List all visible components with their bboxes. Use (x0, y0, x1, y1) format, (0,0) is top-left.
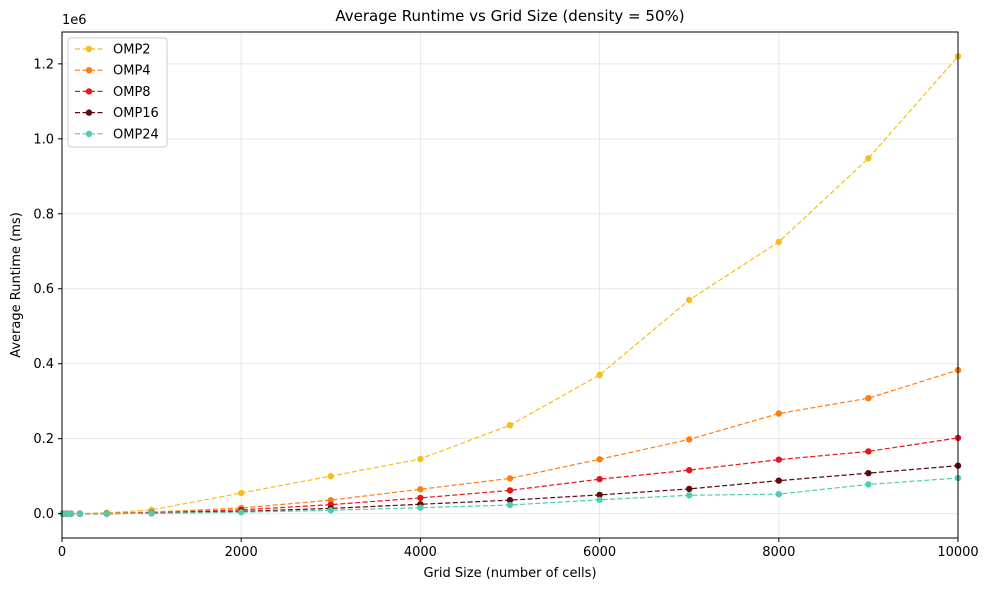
data-point-omp24 (103, 510, 111, 517)
plot-frame (61, 31, 959, 539)
data-point-omp16 (865, 469, 872, 477)
data-point-omp8 (596, 475, 603, 483)
data-point-omp4 (327, 496, 334, 504)
data-point-omp8 (775, 456, 782, 463)
data-point-omp2 (865, 155, 872, 162)
data-point-omp16 (596, 491, 603, 499)
data-point-omp24 (417, 504, 424, 511)
x-tick-label: 2000 (225, 545, 258, 560)
data-point-omp16 (775, 477, 782, 484)
y-tick-label: 0.2 (33, 432, 54, 447)
legend-marker-omp24 (85, 130, 93, 137)
legend: OMP2 OMP4 OMP8 OMP16 OMP24 (67, 37, 168, 148)
data-point-omp8 (865, 448, 872, 455)
data-point-omp24 (148, 510, 155, 517)
data-point-omp2 (327, 472, 334, 480)
y-offset-label: 1e6 (62, 13, 87, 28)
data-point-omp8 (417, 494, 424, 502)
legend-marker-omp4 (85, 67, 93, 74)
data-point-omp2 (417, 455, 424, 463)
legend-label-omp2: OMP2 (113, 43, 151, 58)
data-point-omp24 (238, 508, 245, 516)
data-point-omp24 (67, 510, 75, 517)
data-point-omp2 (775, 238, 782, 246)
x-tick-label: 0 (58, 545, 66, 560)
data-point-omp24 (596, 496, 603, 503)
y-tick-label: 0.6 (33, 282, 54, 297)
data-point-omp2 (596, 371, 603, 379)
data-point-omp4 (596, 456, 603, 463)
legend-frame (67, 37, 168, 148)
y-tick-label: 1.0 (33, 132, 54, 147)
y-tick-label: 1.2 (33, 57, 54, 72)
x-tick-label: 8000 (762, 545, 795, 560)
legend-marker-omp2 (85, 45, 93, 53)
data-point-omp8 (506, 487, 514, 494)
x-tick-label: 4000 (404, 545, 437, 560)
chart-title: Average Runtime vs Grid Size (density = … (335, 7, 684, 25)
y-axis-label: Average Runtime (ms) (9, 212, 24, 358)
axis-ticks: 0 2000 4000 6000 8000 10000 0.0 0.2 0.4 0.6 0.8 1.0… (33, 57, 978, 560)
data-point-omp2 (238, 489, 245, 497)
data-point-omp4 (686, 436, 693, 443)
y-tick-label: 0.0 (33, 507, 54, 522)
data-point-omp24 (327, 507, 334, 514)
series-layer (59, 53, 962, 517)
x-tick-label: 10000 (937, 545, 978, 560)
data-point-omp24 (76, 510, 84, 517)
legend-label-omp4: OMP4 (113, 64, 151, 79)
data-point-omp24 (775, 490, 782, 498)
data-point-omp4 (865, 394, 872, 402)
data-point-omp4 (506, 475, 514, 482)
data-point-omp8 (686, 466, 693, 474)
legend-label-omp16: OMP16 (113, 106, 159, 121)
data-point-omp16 (506, 496, 514, 504)
data-point-omp2 (686, 296, 693, 304)
y-tick-label: 0.8 (33, 207, 54, 222)
data-point-omp24 (506, 501, 514, 509)
x-axis-label: Grid Size (number of cells) (423, 566, 596, 581)
data-point-omp24 (686, 492, 693, 499)
data-point-omp24 (63, 510, 70, 517)
data-point-omp24 (865, 481, 872, 488)
data-point-omp16 (686, 485, 693, 493)
x-tick-label: 6000 (583, 545, 616, 560)
data-point-omp4 (775, 410, 782, 417)
legend-marker-omp16 (85, 109, 93, 116)
legend-label-omp8: OMP8 (113, 85, 151, 100)
data-point-omp4 (417, 486, 424, 493)
series-omp24 (59, 474, 962, 517)
legend-label-omp24: OMP24 (113, 127, 159, 142)
legend-marker-omp8 (85, 88, 93, 95)
y-tick-label: 0.4 (33, 357, 54, 372)
data-point-omp2 (506, 421, 514, 429)
